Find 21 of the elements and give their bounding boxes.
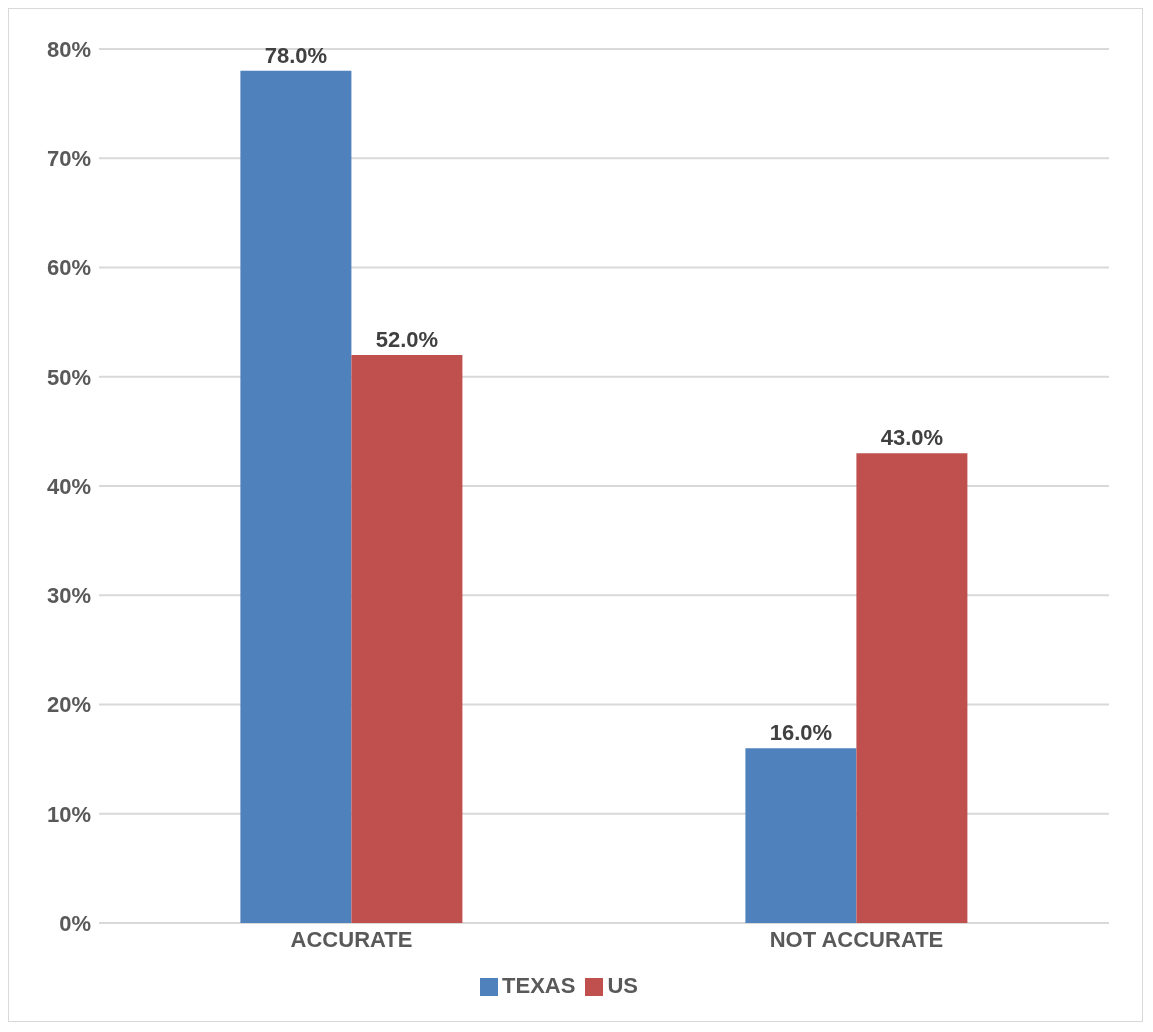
- data-label: 52.0%: [375, 326, 439, 352]
- y-tick-label: 10%: [46, 801, 91, 827]
- x-tick-label: ACCURATE: [290, 926, 413, 952]
- bar: [745, 748, 857, 923]
- y-tick-label: 40%: [46, 473, 91, 499]
- legend-label: TEXAS: [502, 973, 576, 998]
- data-label: 78.0%: [264, 42, 328, 68]
- y-tick-label: 50%: [46, 364, 91, 390]
- legend-label: US: [607, 973, 638, 998]
- y-tick-label: 70%: [46, 146, 91, 172]
- x-tick-label: NOT ACCURATE: [769, 926, 944, 952]
- y-tick-label: 30%: [46, 583, 91, 609]
- bar: [240, 70, 352, 923]
- bar: [856, 453, 968, 923]
- y-tick-label: 60%: [46, 255, 91, 281]
- y-tick-label: 80%: [46, 36, 91, 62]
- data-label: 16.0%: [769, 720, 833, 746]
- bar: [351, 354, 463, 923]
- data-label: 43.0%: [880, 425, 944, 451]
- y-tick-label: 0%: [59, 910, 91, 936]
- y-tick-label: 20%: [46, 692, 91, 718]
